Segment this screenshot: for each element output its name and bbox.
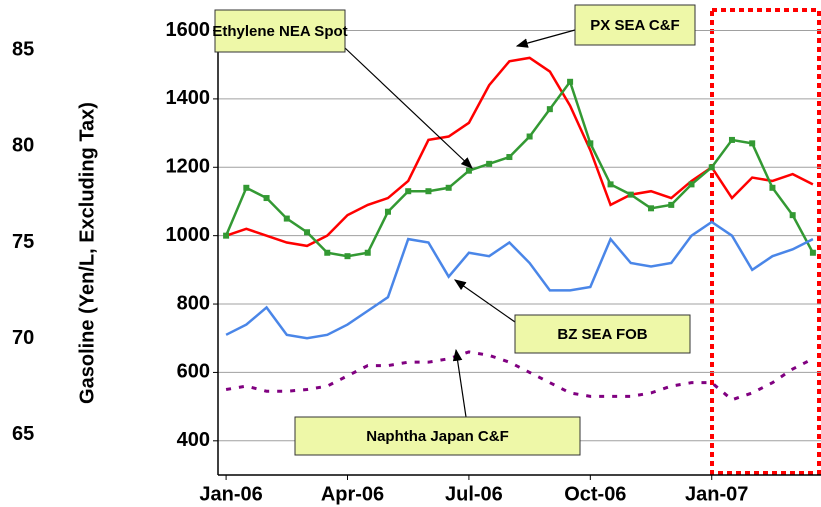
point xyxy=(304,229,311,236)
y2-tick-label: 70 xyxy=(12,327,34,349)
point xyxy=(526,133,533,140)
point xyxy=(648,205,655,212)
point xyxy=(809,249,816,256)
x-tick-label: Jul-06 xyxy=(445,483,503,505)
legend-box xyxy=(214,9,346,53)
x-tick-label: Apr-06 xyxy=(321,483,384,505)
point xyxy=(769,184,776,191)
series-line xyxy=(225,220,814,340)
y-tick-label: 1600 xyxy=(166,19,211,41)
y-tick-label: 800 xyxy=(177,292,210,314)
x-tick-label: Jan-07 xyxy=(685,483,748,505)
legend-label: BZ SEA FOB xyxy=(557,326,647,343)
callout-arrow xyxy=(452,348,467,418)
series-line xyxy=(225,350,814,402)
point xyxy=(243,184,250,191)
legend-label: Naphtha Japan C&F xyxy=(366,428,509,445)
callout-arrow xyxy=(454,279,516,323)
y-tick-label: 1000 xyxy=(166,224,211,246)
y-tick-label: 1200 xyxy=(166,156,211,178)
point xyxy=(223,232,230,239)
point xyxy=(708,164,715,171)
series-line xyxy=(224,79,815,258)
point xyxy=(324,249,331,256)
y-tick-label: 600 xyxy=(177,361,210,383)
point xyxy=(405,188,412,195)
highlight-box xyxy=(710,8,821,475)
y2-tick-label: 75 xyxy=(12,231,34,253)
point xyxy=(607,181,614,188)
point xyxy=(587,140,594,147)
point xyxy=(384,208,391,215)
x-tick-label: Jan-06 xyxy=(199,483,262,505)
callout-arrow xyxy=(515,29,576,48)
point xyxy=(749,140,756,147)
legend-box xyxy=(574,4,696,46)
legend-label: Ethylene NEA Spot xyxy=(212,23,347,40)
point xyxy=(627,191,634,198)
point xyxy=(425,188,432,195)
point xyxy=(344,253,351,260)
point xyxy=(728,136,735,143)
x-tick-label: Oct-06 xyxy=(564,483,626,505)
point xyxy=(789,212,796,219)
callout-arrow xyxy=(344,47,473,169)
point xyxy=(283,215,290,222)
y2-axis-title: Gasoline (Yen/L, Excluding Tax) xyxy=(76,102,98,404)
y2-tick-label: 80 xyxy=(12,135,34,157)
point xyxy=(688,181,695,188)
legend-label: PX SEA C&F xyxy=(590,17,679,34)
legend-box xyxy=(294,416,581,456)
series-line xyxy=(225,56,814,248)
point xyxy=(465,167,472,174)
y-tick-label: 400 xyxy=(177,429,210,451)
point xyxy=(263,195,270,202)
point xyxy=(668,201,675,208)
point xyxy=(364,249,371,256)
y2-tick-label: 85 xyxy=(12,39,34,61)
point xyxy=(445,184,452,191)
point xyxy=(546,106,553,113)
point xyxy=(486,160,493,167)
y2-tick-label: 65 xyxy=(12,423,34,445)
point xyxy=(567,78,574,85)
y-tick-label: 1400 xyxy=(166,87,211,109)
point xyxy=(506,154,513,161)
legend-box xyxy=(514,314,691,354)
